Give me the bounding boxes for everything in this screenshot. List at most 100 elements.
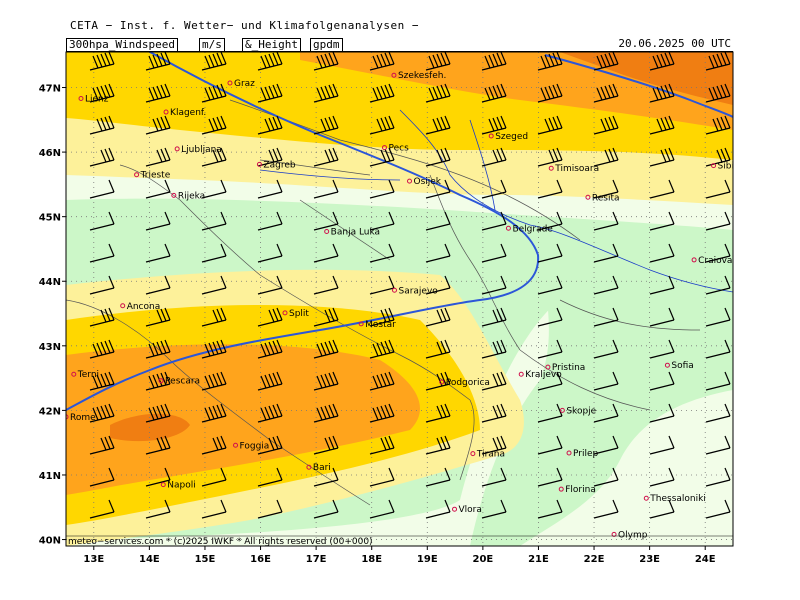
lon-tick-label: 14E <box>139 554 160 565</box>
barb-feather <box>324 373 331 387</box>
barb-feather <box>668 371 675 385</box>
wind-barb <box>201 275 227 295</box>
wind-barb <box>649 179 675 199</box>
wind-barb <box>425 435 451 455</box>
barb-staff <box>369 255 395 263</box>
wind-barb <box>649 275 675 295</box>
barb-staff <box>649 511 675 519</box>
city-label: Rijeka <box>178 191 205 201</box>
barb-feather <box>712 86 719 100</box>
barb-feather <box>272 308 279 322</box>
barb-feather <box>164 147 171 161</box>
barb-feather <box>556 339 563 353</box>
barb-feather <box>316 407 323 421</box>
wind-barb <box>425 115 451 135</box>
wind-barb <box>257 275 283 295</box>
wind-barb <box>313 115 339 135</box>
barb-feather <box>440 84 447 98</box>
barb-feather <box>500 467 507 481</box>
wind-barb <box>313 83 339 103</box>
barb-feather <box>104 52 111 66</box>
city-label: Podgorica <box>446 378 490 388</box>
barb-feather <box>388 243 395 257</box>
barb-feather <box>220 179 227 193</box>
city-marker <box>171 192 177 198</box>
barb-feather <box>324 341 331 355</box>
wind-barb <box>369 339 395 359</box>
wind-barb <box>705 307 731 327</box>
barb-feather <box>100 437 107 451</box>
barb-feather <box>220 307 227 321</box>
barb-feather <box>104 84 111 98</box>
barb-feather <box>268 405 275 419</box>
wind-barb <box>257 499 283 519</box>
barb-feather <box>164 115 171 129</box>
wind-barb <box>593 52 619 71</box>
barb-feather <box>492 149 499 163</box>
wind-barb <box>257 115 283 135</box>
wind-barb <box>705 211 731 231</box>
barb-staff <box>593 351 619 359</box>
barb-feather <box>444 179 451 193</box>
barb-staff <box>201 511 227 519</box>
barb-feather <box>444 147 451 161</box>
barb-feather <box>440 436 447 450</box>
barb-feather <box>556 115 563 129</box>
barb-staff <box>593 479 619 487</box>
city-label: Resita <box>592 193 620 203</box>
barb-feather <box>92 407 99 421</box>
borders-and-coastlines <box>66 99 701 506</box>
barb-feather <box>216 84 223 98</box>
barb-feather <box>156 53 163 67</box>
barb-feather <box>388 307 395 321</box>
barb-feather <box>96 342 103 356</box>
barb-feather <box>388 147 395 161</box>
barb-feather <box>160 116 167 130</box>
barb-feather <box>548 149 555 163</box>
barb-feather <box>380 309 387 323</box>
barb-feather <box>320 86 327 100</box>
wind-barb <box>313 147 339 167</box>
barb-feather <box>444 275 451 289</box>
wind-barb <box>425 179 451 199</box>
wind-barb <box>649 499 675 519</box>
barb-feather <box>384 308 391 322</box>
lon-tick-label: 17E <box>306 554 327 565</box>
barb-feather <box>500 307 507 321</box>
wind-barb <box>145 52 171 71</box>
barb-feather <box>428 55 435 69</box>
barb-feather <box>220 83 227 97</box>
barb-feather <box>604 53 611 67</box>
barb-feather <box>212 53 219 67</box>
wind-barb <box>201 211 227 231</box>
barb-feather <box>276 115 283 129</box>
barb-feather <box>164 403 171 417</box>
barb-feather <box>216 436 223 450</box>
barb-feather <box>332 499 339 513</box>
wind-barb <box>705 147 731 167</box>
barb-feather <box>276 371 283 385</box>
barb-feather <box>92 87 99 101</box>
barb-feather <box>104 436 111 450</box>
barb-feather <box>372 55 379 69</box>
barb-feather <box>668 147 675 161</box>
lon-tick-label: 16E <box>250 554 271 565</box>
barb-feather <box>220 467 227 481</box>
shade-light-green-east <box>470 220 733 546</box>
barb-feather <box>108 403 115 417</box>
wind-barb <box>537 467 563 487</box>
wind-barb <box>649 435 675 455</box>
barb-feather <box>276 275 283 289</box>
barb-feather <box>380 437 387 451</box>
wind-barb <box>89 499 115 519</box>
barb-feather <box>612 83 619 97</box>
city-label: Craiova <box>698 256 732 266</box>
barb-feather <box>668 115 675 129</box>
barb-feather <box>156 117 163 131</box>
barb-feather <box>332 83 339 97</box>
barb-staff <box>705 191 731 199</box>
barb-feather <box>724 467 731 481</box>
wind-barb <box>201 83 227 103</box>
barb-feather <box>492 117 499 131</box>
barb-staff <box>537 479 563 487</box>
